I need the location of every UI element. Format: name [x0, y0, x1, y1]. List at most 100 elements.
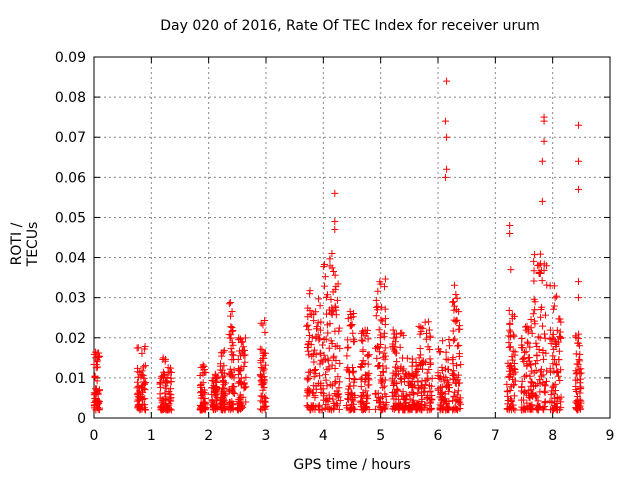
data-point-outlier [443, 77, 451, 85]
data-point [528, 329, 536, 337]
data-point [211, 387, 219, 395]
data-point [390, 395, 398, 403]
data-point [527, 324, 535, 332]
data-point [445, 383, 453, 391]
data-point [227, 331, 235, 339]
data-point [550, 382, 558, 390]
data-point [140, 363, 148, 371]
data-point [230, 374, 238, 382]
data-point [450, 405, 458, 413]
data-point [455, 341, 463, 349]
data-point [555, 347, 563, 355]
data-point [159, 397, 167, 405]
data-point [574, 396, 582, 404]
data-point [357, 383, 365, 391]
data-point [320, 351, 328, 359]
data-point [449, 354, 457, 362]
data-point [428, 374, 436, 382]
data-point [359, 403, 367, 411]
data-point-outlier [538, 197, 546, 205]
data-point [440, 377, 448, 385]
data-point [336, 344, 344, 352]
data-point [317, 385, 325, 393]
data-point [518, 335, 526, 343]
data-point [427, 359, 435, 367]
data-point [317, 326, 325, 334]
data-point [377, 395, 385, 403]
data-point [167, 385, 175, 393]
data-point [336, 378, 344, 386]
data-point [397, 401, 405, 409]
data-point [548, 387, 556, 395]
x-tick-label: 6 [434, 428, 443, 444]
data-point [572, 383, 580, 391]
data-point [322, 293, 330, 301]
data-point [304, 321, 312, 329]
data-point [160, 368, 168, 376]
data-point [343, 352, 351, 360]
data-point [133, 344, 141, 352]
data-point [422, 358, 430, 366]
data-point [547, 391, 555, 399]
data-point [313, 323, 321, 331]
data-point [373, 343, 381, 351]
data-point [320, 263, 328, 271]
data-point [228, 348, 236, 356]
data-point [418, 395, 426, 403]
data-point [228, 307, 236, 315]
data-point [333, 401, 341, 409]
data-point [532, 339, 540, 347]
data-point [241, 351, 249, 359]
data-point [419, 324, 427, 332]
data-point [522, 371, 530, 379]
data-point [552, 340, 560, 348]
data-point [553, 399, 561, 407]
data-point [349, 329, 357, 337]
data-point [549, 352, 557, 360]
x-axis-label: GPS time / hours [293, 457, 411, 473]
data-point [521, 388, 529, 396]
data-point [310, 373, 318, 381]
data-point [134, 382, 142, 390]
data-point [323, 321, 331, 329]
data-point [511, 377, 519, 385]
data-point [504, 359, 512, 367]
data-point [221, 390, 229, 398]
data-point [550, 367, 558, 375]
data-point [328, 406, 336, 414]
data-point [361, 332, 369, 340]
data-point [506, 319, 514, 327]
data-point [575, 365, 583, 373]
data-point [531, 391, 539, 399]
data-point [228, 327, 236, 335]
data-point [140, 380, 148, 388]
data-point [333, 296, 341, 304]
data-point [526, 361, 534, 369]
data-point [326, 394, 334, 402]
data-point [343, 366, 351, 374]
data-point [305, 368, 313, 376]
data-point [373, 396, 381, 404]
data-point [218, 373, 226, 381]
data-point [533, 393, 541, 401]
data-point [318, 341, 326, 349]
data-point [141, 406, 149, 414]
data-point [198, 388, 206, 396]
data-point [349, 397, 357, 405]
data-point [331, 327, 339, 335]
data-point [227, 312, 235, 320]
data-point [550, 282, 558, 290]
data-point [156, 394, 164, 402]
data-point [534, 333, 542, 341]
data-point [138, 367, 146, 375]
data-point [209, 398, 217, 406]
data-point [140, 345, 148, 353]
data-point [350, 375, 358, 383]
data-point [553, 326, 561, 334]
data-point [372, 312, 380, 320]
data-point [327, 296, 335, 304]
data-point [240, 362, 248, 370]
data-point [362, 400, 370, 408]
data-point [236, 335, 244, 343]
data-point [436, 373, 444, 381]
